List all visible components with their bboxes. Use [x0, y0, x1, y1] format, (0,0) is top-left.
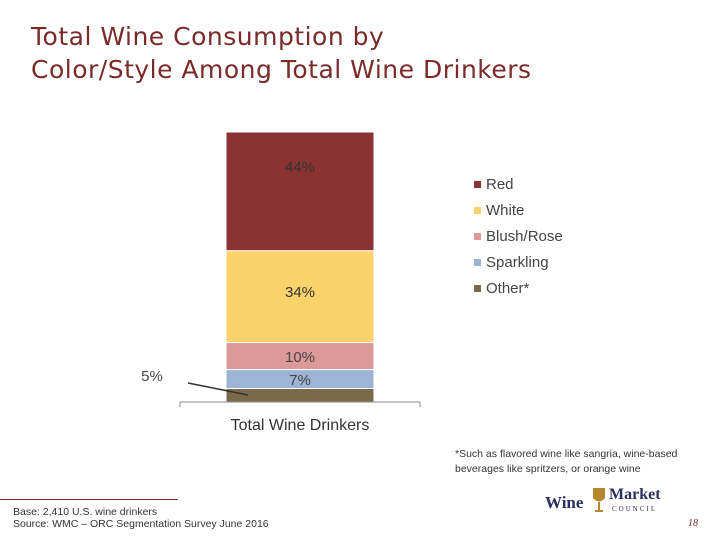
page-number: 18	[688, 518, 698, 529]
legend-item-sparkling: Sparkling	[474, 249, 563, 275]
legend-item-red: Red	[474, 172, 563, 198]
data-label-red: 44%	[285, 159, 315, 176]
slide-title: Total Wine Consumption by Color/Style Am…	[31, 20, 671, 86]
legend-label-other: Other*	[486, 279, 530, 297]
logo-wine-text: Wine	[545, 493, 584, 512]
logo-market-text: Market	[609, 486, 661, 503]
footer-divider	[0, 499, 178, 500]
legend-swatch-sparkling	[474, 258, 481, 266]
chart-legend: Red White Blush/Rose Sparkling Other*	[474, 172, 563, 301]
data-label-other: 5%	[141, 368, 163, 385]
legend-item-white: White	[474, 198, 563, 224]
other-leader-line	[187, 382, 249, 396]
data-label-white: 34%	[285, 284, 315, 301]
bar-segment-red	[225, 131, 375, 252]
legend-swatch-blush-rose	[474, 232, 481, 240]
legend-swatch-red	[474, 181, 481, 189]
legend-label-sparkling: Sparkling	[486, 253, 549, 271]
logo-council-text: COUNCIL	[612, 505, 658, 513]
source-line: Source: WMC – ORC Segmentation Survey Ju…	[13, 518, 269, 530]
title-line-1: Total Wine Consumption by	[31, 22, 385, 51]
bar-segment-other	[225, 388, 375, 403]
legend-label-blush-rose: Blush/Rose	[486, 227, 563, 245]
legend-swatch-white	[474, 207, 481, 215]
data-label-blush-rose: 10%	[285, 349, 315, 366]
legend-label-white: White	[486, 202, 525, 220]
legend-swatch-other	[474, 284, 481, 292]
title-line-2: Color/Style Among Total Wine Drinkers	[31, 55, 532, 84]
bar-segment-blush-rose	[225, 342, 375, 371]
wine-glass-icon	[593, 488, 605, 512]
footnote: *Such as flavored wine like sangria, win…	[455, 448, 678, 475]
wine-market-council-logo: Wine Market COUNCIL	[545, 486, 667, 518]
legend-item-other: Other*	[474, 275, 563, 301]
legend-item-blush-rose: Blush/Rose	[474, 224, 563, 250]
x-axis-category-label: Total Wine Drinkers	[231, 417, 370, 434]
base-line: Base: 2,410 U.S. wine drinkers	[13, 506, 158, 518]
data-label-sparkling: 7%	[289, 372, 311, 389]
bar-segment-white	[225, 250, 375, 344]
source-note: Base: 2,410 U.S. wine drinkers Source: W…	[13, 506, 269, 530]
legend-label-red: Red	[486, 176, 514, 194]
